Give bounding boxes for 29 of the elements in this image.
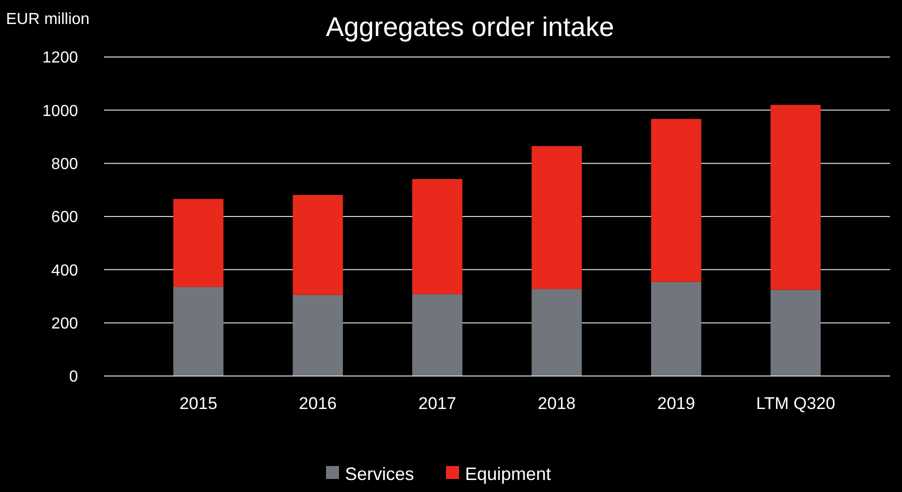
y-tick-label: 600 — [51, 209, 78, 226]
y-tick-label: 1200 — [42, 50, 78, 67]
bar — [651, 118, 702, 282]
bar — [770, 290, 821, 376]
bar — [292, 294, 343, 376]
x-tick-label: 2017 — [418, 394, 456, 413]
y-tick-label: 200 — [51, 315, 78, 332]
x-tick-label: 2015 — [179, 394, 218, 413]
x-tick-label: 2019 — [657, 394, 696, 413]
y-axis-title: EUR million — [6, 11, 90, 28]
bar — [770, 104, 821, 290]
y-tick-label: 800 — [51, 156, 78, 173]
bar — [412, 179, 462, 294]
x-tick-label: LTM Q320 — [756, 394, 836, 413]
x-tick-label: 2018 — [538, 394, 576, 413]
legend-label: Services — [345, 464, 414, 484]
chart-title: Aggregates order intake — [326, 12, 614, 42]
bar — [532, 289, 582, 376]
x-tick-label: 2016 — [298, 394, 337, 413]
y-tick-label: 0 — [69, 368, 78, 386]
bar — [651, 282, 702, 376]
y-tick-label: 1000 — [42, 102, 78, 120]
bar — [532, 146, 582, 290]
bar — [292, 194, 343, 295]
bar — [173, 286, 224, 376]
bar — [173, 198, 224, 287]
bar — [412, 294, 462, 376]
y-tick-label: 400 — [51, 262, 78, 280]
legend-label: Equipment — [465, 464, 552, 484]
